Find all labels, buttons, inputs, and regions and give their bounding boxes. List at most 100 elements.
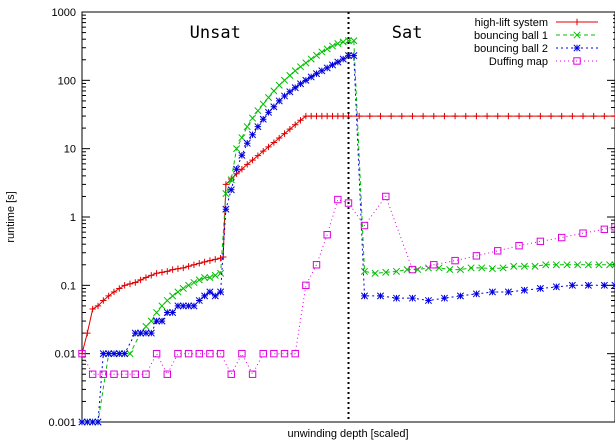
data-point	[142, 370, 150, 378]
data-point	[360, 292, 369, 300]
data-point	[419, 112, 427, 120]
data-point	[126, 350, 134, 358]
data-point	[441, 112, 448, 120]
data-point	[552, 283, 560, 291]
data-point	[446, 266, 454, 274]
y-axis-ticks: 0.001 0.01 0.1 1 10 100 1000	[48, 7, 615, 429]
data-point	[296, 63, 305, 71]
data-point	[584, 281, 592, 289]
data-point	[105, 350, 113, 358]
data-point	[254, 152, 262, 159]
data-point	[227, 370, 235, 378]
data-point	[371, 269, 379, 277]
data-point	[472, 252, 481, 260]
data-point	[137, 276, 144, 284]
data-point	[254, 123, 262, 131]
data-point	[179, 302, 187, 310]
data-point	[408, 265, 417, 274]
data-point	[94, 418, 102, 426]
data-point	[473, 112, 480, 120]
data-point	[307, 55, 315, 63]
data-point	[505, 112, 512, 120]
data-point	[142, 274, 150, 281]
data-point	[211, 271, 219, 279]
data-point	[579, 112, 587, 120]
data-point	[174, 302, 182, 310]
data-point	[382, 192, 390, 201]
data-point	[558, 233, 566, 242]
data-point	[542, 261, 550, 269]
data-point	[185, 281, 193, 289]
data-point	[201, 292, 209, 300]
data-point	[206, 288, 214, 296]
data-point	[377, 112, 384, 120]
legend-swatch-marker	[573, 31, 581, 39]
data-point	[451, 256, 459, 265]
data-point	[185, 302, 193, 310]
data-point	[158, 302, 166, 310]
data-point	[467, 264, 475, 272]
data-point	[89, 418, 97, 426]
data-point	[179, 284, 187, 293]
data-point	[334, 40, 342, 48]
data-point	[323, 231, 331, 239]
data-point	[569, 112, 576, 120]
data-point	[563, 261, 571, 269]
data-point	[115, 350, 123, 358]
data-point	[163, 296, 171, 305]
data-point	[174, 265, 182, 272]
data-point	[292, 121, 299, 128]
data-point	[132, 279, 139, 286]
data-point	[302, 281, 310, 290]
series-3	[78, 192, 615, 378]
data-point	[217, 288, 225, 296]
y-axis-label: runtime [s]	[5, 191, 17, 242]
region-label-sat: Sat	[392, 23, 423, 43]
data-point	[595, 261, 603, 269]
data-point	[163, 370, 171, 378]
data-point	[174, 349, 182, 358]
data-point	[398, 112, 405, 120]
data-point	[201, 258, 208, 266]
data-point	[494, 247, 502, 255]
data-point	[227, 176, 235, 184]
data-point	[611, 112, 615, 120]
data-point	[574, 261, 582, 269]
legend-swatch-marker	[573, 44, 581, 52]
legend-swatch-marker	[573, 18, 581, 26]
data-point	[360, 267, 369, 275]
data-point	[537, 112, 544, 120]
data-point	[286, 125, 294, 133]
data-point	[270, 349, 278, 358]
data-point	[264, 108, 273, 116]
data-point	[206, 273, 214, 282]
data-point	[456, 266, 464, 274]
data-point	[328, 42, 337, 50]
data-point	[260, 147, 267, 155]
data-point	[233, 165, 241, 173]
data-point	[169, 308, 177, 317]
data-point	[504, 288, 512, 296]
data-point	[296, 80, 305, 88]
data-point	[408, 294, 417, 302]
data-point	[169, 266, 176, 273]
series-0	[78, 112, 615, 357]
data-point	[100, 297, 107, 304]
data-point	[376, 292, 385, 300]
data-point	[478, 264, 486, 272]
x-axis-label: unwinding depth [scaled]	[287, 428, 408, 440]
y-tick-label: 1	[70, 212, 76, 224]
data-point	[195, 276, 203, 284]
data-point	[78, 350, 86, 357]
data-point	[510, 262, 518, 270]
data-point	[472, 290, 480, 298]
data-point	[152, 349, 161, 358]
data-point	[233, 145, 241, 153]
data-point	[243, 123, 251, 131]
data-point	[382, 268, 390, 276]
data-point	[339, 55, 347, 63]
data-point	[89, 305, 96, 313]
data-point	[579, 229, 587, 237]
data-point	[552, 261, 560, 269]
data-point	[110, 350, 118, 358]
